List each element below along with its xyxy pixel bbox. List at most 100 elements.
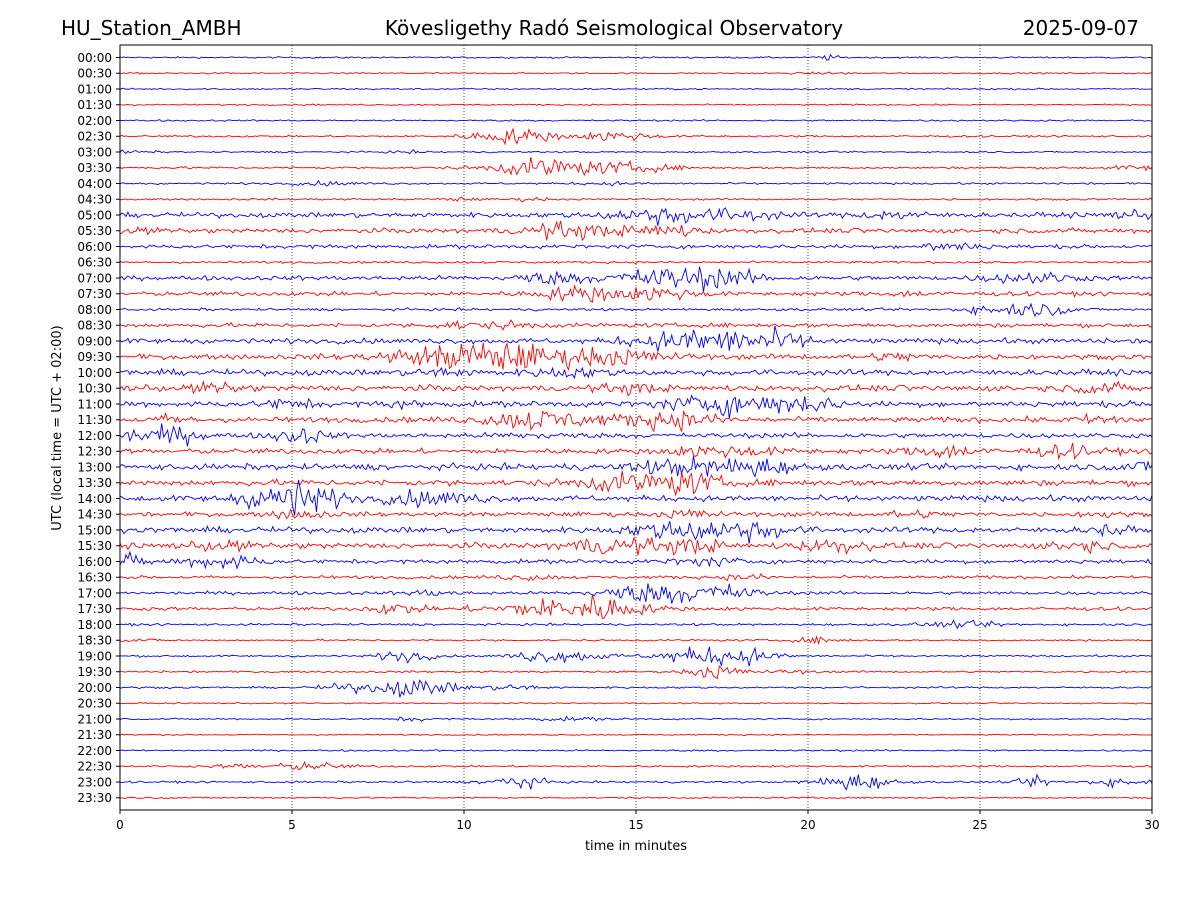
y-tick-label: 15:00 (77, 523, 112, 537)
trace-1200 (119, 423, 1153, 447)
y-tick-label: 07:00 (77, 271, 112, 285)
trace-1030 (119, 379, 1153, 397)
trace-0300 (119, 149, 1153, 155)
y-tick-label: 13:00 (77, 460, 112, 474)
vertical-grid (291, 45, 981, 810)
trace-0800 (119, 302, 1153, 318)
trace-0130 (119, 103, 1153, 107)
y-tick-label: 22:30 (77, 760, 112, 774)
x-tick-label: 10 (456, 818, 471, 832)
trace-0830 (119, 319, 1153, 331)
trace-1530 (119, 536, 1153, 556)
trace-0200 (119, 118, 1153, 122)
y-axis-label: UTC (local time = UTC + 02:00) (50, 325, 65, 530)
trace-0430 (119, 196, 1153, 203)
y-tick-label: 19:30 (77, 665, 112, 679)
y-tick-label: 00:30 (77, 67, 112, 81)
trace-1230 (119, 442, 1153, 461)
trace-1830 (119, 635, 1153, 646)
x-tick-label: 15 (628, 818, 643, 832)
trace-0330 (119, 157, 1153, 177)
y-tick-label: 14:30 (77, 508, 112, 522)
y-tick-label: 13:30 (77, 476, 112, 490)
x-tick-label: 5 (288, 818, 296, 832)
trace-0400 (119, 179, 1153, 187)
y-tick-label: 11:30 (77, 413, 112, 427)
y-tick-label: 04:00 (77, 177, 112, 191)
y-tick-label: 05:30 (77, 224, 112, 238)
trace-2030 (119, 701, 1153, 705)
y-tick-label: 03:00 (77, 145, 112, 159)
trace-1330 (119, 470, 1153, 497)
trace-1930 (119, 665, 1153, 680)
y-tick-label: 16:00 (77, 555, 112, 569)
y-tick-label: 02:00 (77, 114, 112, 128)
x-tick-label: 25 (972, 818, 987, 832)
y-tick-label: 07:30 (77, 287, 112, 301)
y-tick-label: 00:00 (77, 51, 112, 65)
trace-1300 (119, 455, 1153, 478)
trace-1600 (119, 550, 1153, 570)
trace-0600 (119, 242, 1153, 252)
y-tick-label: 12:30 (77, 445, 112, 459)
y-tick-label: 01:30 (77, 98, 112, 112)
trace-0030 (119, 71, 1153, 75)
y-tick-label: 17:30 (77, 602, 112, 616)
trace-1130 (119, 409, 1153, 433)
trace-2230 (119, 760, 1153, 771)
trace-2330 (119, 796, 1153, 800)
trace-2000 (119, 679, 1153, 698)
y-tick-label: 12:00 (77, 429, 112, 443)
observatory-title: Kövesligethy Radó Seismological Observat… (385, 16, 843, 40)
y-tick-label: 20:00 (77, 681, 112, 695)
y-tick-label: 10:30 (77, 382, 112, 396)
y-tick-label: 16:30 (77, 571, 112, 585)
trace-0100 (119, 87, 1153, 91)
y-tick-label: 18:30 (77, 634, 112, 648)
trace-0900 (119, 325, 1153, 352)
trace-1500 (119, 521, 1153, 544)
trace-1700 (119, 583, 1153, 604)
y-tick-label: 15:30 (77, 539, 112, 553)
trace-1400 (119, 479, 1153, 516)
y-tick-label: 08:30 (77, 319, 112, 333)
trace-0230 (119, 127, 1153, 146)
y-tick-label: 17:00 (77, 586, 112, 600)
y-tick-label: 21:00 (77, 712, 112, 726)
y-tick-label: 18:00 (77, 618, 112, 632)
y-tick-label: 08:00 (77, 303, 112, 317)
trace-0930 (119, 341, 1153, 372)
y-tick-label: 11:00 (77, 397, 112, 411)
x-axis-ticks: 0 5 10 15 20 25 30 (116, 810, 1160, 832)
trace-1800 (119, 619, 1153, 630)
trace-2130 (119, 733, 1153, 737)
y-tick-label: 10:00 (77, 366, 112, 380)
trace-0530 (119, 220, 1153, 242)
trace-0630 (119, 260, 1153, 265)
y-tick-label: 01:00 (77, 82, 112, 96)
y-tick-label: 21:30 (77, 728, 112, 742)
x-tick-label: 30 (1144, 818, 1159, 832)
y-tick-label: 06:30 (77, 256, 112, 270)
trace-0000 (119, 53, 1153, 61)
y-tick-label: 06:00 (77, 240, 112, 254)
x-tick-label: 20 (800, 818, 815, 832)
trace-1430 (119, 508, 1153, 520)
y-tick-label: 23:30 (77, 791, 112, 805)
trace-1900 (119, 646, 1153, 667)
y-tick-label: 20:30 (77, 697, 112, 711)
x-tick-label: 0 (116, 818, 124, 832)
trace-1730 (119, 594, 1153, 620)
y-tick-label: 19:00 (77, 649, 112, 663)
y-tick-label: 03:30 (77, 161, 112, 175)
y-tick-label: 05:00 (77, 208, 112, 222)
trace-2100 (119, 715, 1153, 722)
trace-0700 (119, 266, 1153, 292)
trace-0730 (119, 284, 1153, 304)
plot-frame (119, 44, 1153, 811)
trace-1630 (119, 573, 1153, 582)
trace-0500 (119, 207, 1153, 226)
chart-date: 2025-09-07 (1023, 16, 1139, 40)
